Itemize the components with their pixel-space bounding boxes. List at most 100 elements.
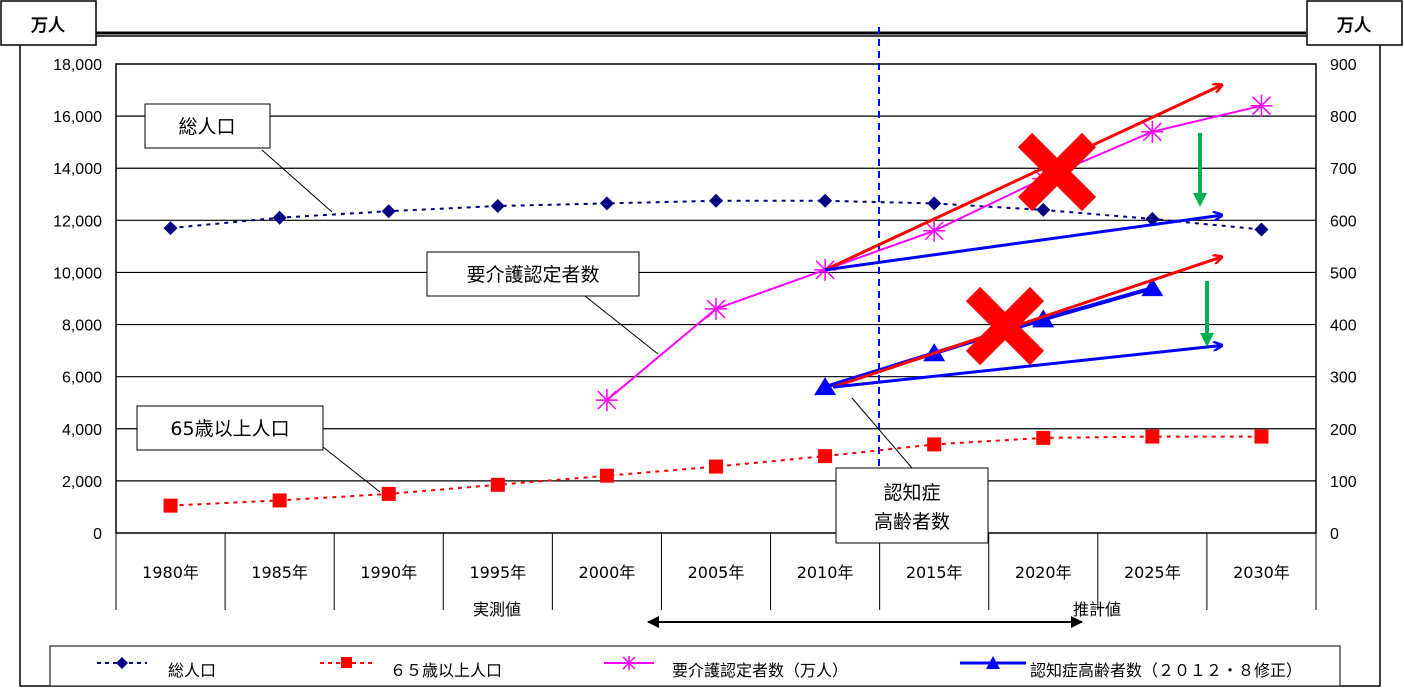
category-label: 1990年	[360, 563, 417, 582]
left-tick-label: 14,000	[53, 161, 102, 178]
point-triangle	[814, 377, 837, 396]
right-tick-label: 300	[1330, 370, 1357, 387]
period-estimate-label: 推計値	[1073, 600, 1121, 619]
series-line-1	[170, 435, 1262, 507]
legend-diamond-icon	[116, 657, 128, 669]
point-diamond	[272, 210, 287, 225]
legend-item-total: 総人口	[97, 657, 216, 680]
legend: 総人口 ６５歳以上人口 要介護認定者数（万人） 認知症高齢者数（２０１２・８修正…	[49, 645, 1341, 687]
point-asterisk	[595, 389, 618, 412]
point-square	[381, 486, 396, 501]
left-axis-ticks: 0 2,000 4,000 6,000 8,000 10,000 12,000 14,000 1…	[53, 57, 102, 543]
category-label: 1995年	[469, 563, 526, 582]
point-diamond	[709, 193, 723, 208]
legend-item-dementia: 認知症高齢者数（２０１２・８修正）	[960, 656, 1302, 680]
point-asterisk	[1141, 120, 1164, 143]
point-square	[927, 437, 942, 452]
dementia-high-projection-arrow	[832, 257, 1222, 389]
point-square	[818, 449, 833, 464]
right-tick-label: 800	[1330, 109, 1357, 126]
right-tick-label: 0	[1330, 526, 1339, 543]
category-label: 2025年	[1124, 563, 1181, 582]
point-diamond	[1036, 202, 1051, 217]
callout-leader-65	[322, 446, 381, 493]
right-tick-label: 700	[1330, 161, 1357, 178]
right-tick-label: 200	[1330, 422, 1357, 439]
callout-dementia-line1: 認知症	[883, 482, 940, 504]
left-tick-label: 12,000	[53, 213, 102, 230]
left-tick-label: 6,000	[62, 370, 102, 387]
point-diamond	[818, 193, 833, 208]
right-tick-label: 400	[1330, 318, 1357, 335]
left-tick-label: 0	[93, 526, 102, 543]
right-tick-label: 500	[1330, 265, 1357, 282]
legend-square-icon	[341, 657, 352, 668]
dementia-cross-icon-stroke-b	[965, 286, 1045, 366]
point-asterisk	[923, 219, 946, 242]
right-unit-box: 万人	[1306, 0, 1403, 46]
point-asterisk	[1250, 94, 1273, 117]
legend-asterisk-icon	[622, 656, 636, 670]
point-square	[1036, 430, 1051, 445]
point-asterisk	[705, 297, 727, 320]
callout-leader-total	[261, 149, 333, 213]
right-tick-label: 100	[1330, 474, 1357, 491]
left-unit-box: 万人	[0, 0, 97, 46]
legend-item-care: 要介護認定者数（万人）	[604, 656, 848, 680]
callout-dementia: 認知症 高齢者数	[835, 467, 989, 544]
point-diamond	[381, 204, 396, 219]
callout-care: 要介護認定者数	[426, 251, 640, 297]
category-label: 2005年	[688, 563, 745, 582]
left-unit-label: 万人	[30, 16, 66, 36]
category-label: 2010年	[797, 563, 854, 582]
callout-65: 65歳以上人口	[136, 405, 324, 451]
left-tick-label: 18,000	[53, 57, 102, 74]
point-diamond	[1145, 212, 1160, 227]
category-label: 2015年	[906, 563, 963, 582]
legend-label-dementia: 認知症高齢者数（２０１２・８修正）	[1030, 661, 1302, 680]
point-diamond	[163, 221, 178, 236]
right-tick-label: 900	[1330, 57, 1357, 74]
point-square	[599, 468, 614, 483]
point-triangle	[1141, 278, 1164, 297]
category-label: 1980年	[142, 563, 199, 582]
category-table: 1980年 1985年 1990年 1995年 2000年 2005年 2010年 2015年…	[115, 533, 1317, 610]
callout-care-text: 要介護認定者数	[466, 264, 599, 286]
right-axis-ticks: 0 100 200 300 400 500 600 700 800 900	[1330, 57, 1357, 543]
point-diamond	[927, 196, 942, 211]
category-label: 2030年	[1233, 563, 1290, 582]
point-square	[490, 477, 505, 492]
left-tick-label: 2,000	[62, 474, 102, 491]
legend-label-care: 要介護認定者数（万人）	[672, 661, 848, 680]
right-tick-label: 600	[1330, 213, 1357, 230]
callout-leader-dementia-1	[851, 397, 913, 469]
point-square	[163, 498, 178, 513]
care-high-projection-arrow	[824, 85, 1222, 272]
left-tick-label: 8,000	[62, 318, 102, 335]
legend-item-65: ６５歳以上人口	[320, 657, 502, 680]
category-label: 1985年	[251, 563, 308, 582]
point-diamond	[490, 199, 505, 214]
legend-triangle-icon	[986, 656, 1000, 669]
right-unit-label: 万人	[1336, 16, 1372, 36]
period-actual-label: 実測値	[473, 600, 521, 619]
category-label: 2000年	[579, 563, 636, 582]
grid	[116, 115, 1316, 482]
callout-leader-care	[584, 295, 659, 355]
legend-label-65: ６５歳以上人口	[390, 661, 502, 680]
point-square	[272, 493, 287, 508]
left-tick-label: 10,000	[53, 265, 102, 282]
point-diamond	[599, 196, 614, 211]
callout-total-pop: 総人口	[144, 103, 271, 149]
point-square	[1145, 429, 1160, 444]
callout-dementia-line2: 高齢者数	[874, 511, 950, 533]
left-tick-label: 4,000	[62, 422, 102, 439]
series-line-0	[170, 199, 1262, 231]
dementia-revised-projection-arrow	[832, 345, 1222, 389]
point-square	[709, 459, 723, 474]
category-label: 2020年	[1015, 563, 1072, 582]
legend-label-total: 総人口	[168, 661, 216, 680]
callout-total-pop-text: 総人口	[178, 116, 235, 138]
point-triangle	[1032, 309, 1055, 328]
